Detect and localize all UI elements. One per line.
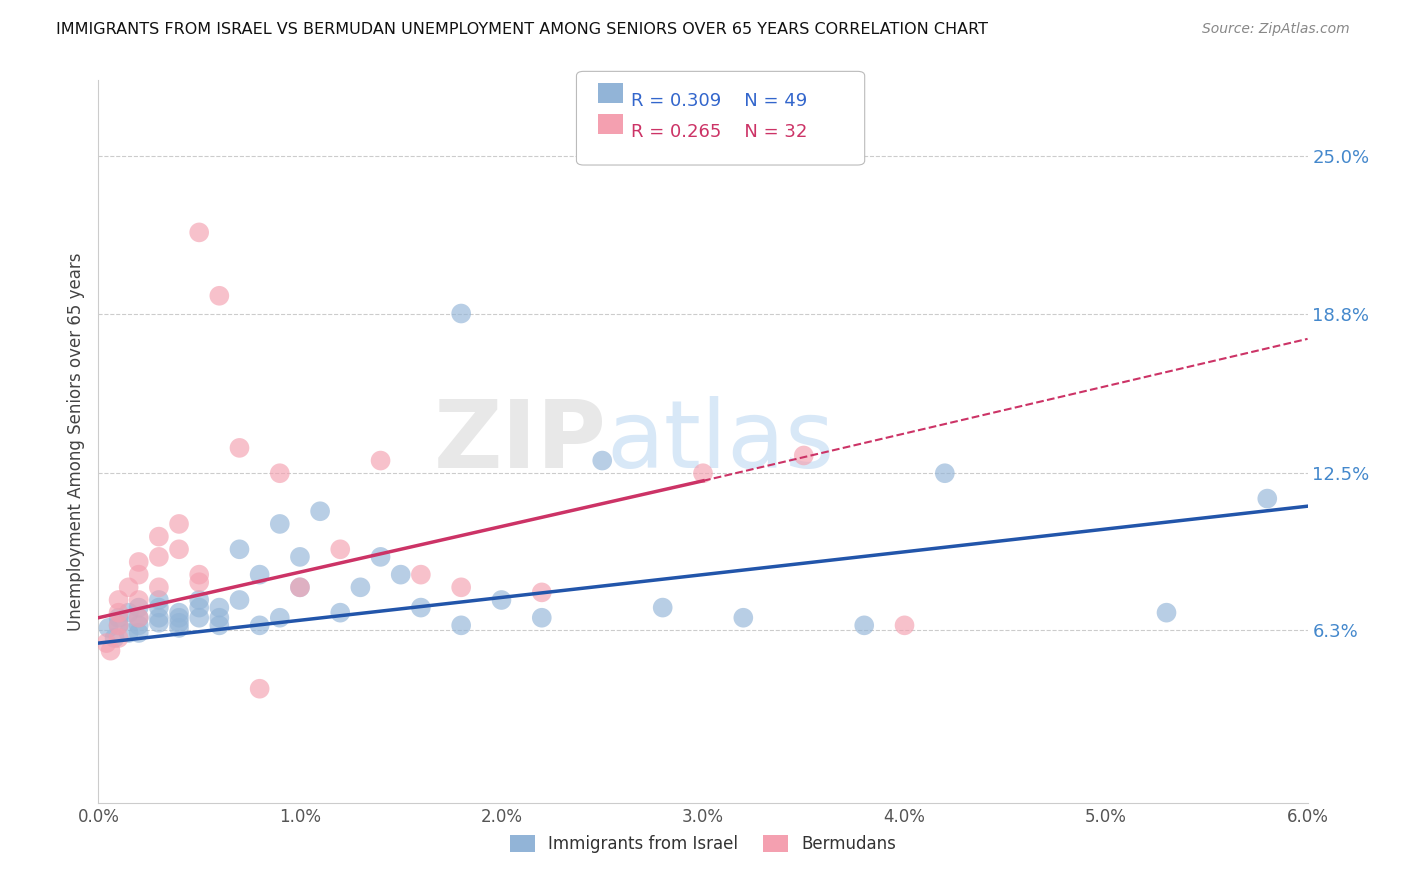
Y-axis label: Unemployment Among Seniors over 65 years: Unemployment Among Seniors over 65 years xyxy=(66,252,84,631)
Point xyxy=(107,611,129,625)
Point xyxy=(733,611,755,625)
Point xyxy=(288,580,311,594)
Point xyxy=(128,611,150,625)
Point xyxy=(269,611,291,625)
Point xyxy=(148,593,170,607)
Point xyxy=(208,618,231,632)
Point xyxy=(118,606,141,620)
Point xyxy=(249,567,271,582)
Point xyxy=(128,611,150,625)
Point xyxy=(249,618,271,632)
Point xyxy=(118,626,141,640)
Text: R = 0.265    N = 32: R = 0.265 N = 32 xyxy=(631,123,807,141)
Point xyxy=(591,453,613,467)
Point xyxy=(107,631,129,645)
Point xyxy=(148,611,170,625)
Text: atlas: atlas xyxy=(606,395,835,488)
Point xyxy=(148,580,170,594)
Point xyxy=(107,618,129,632)
Point xyxy=(491,593,513,607)
Point xyxy=(349,580,371,594)
Point xyxy=(1256,491,1278,506)
Text: R = 0.309    N = 49: R = 0.309 N = 49 xyxy=(631,92,807,110)
Point xyxy=(370,549,392,564)
Point xyxy=(208,600,231,615)
Point xyxy=(530,585,553,599)
Point xyxy=(97,621,120,635)
Point xyxy=(450,580,472,594)
Point xyxy=(329,606,352,620)
Point xyxy=(893,618,915,632)
Point xyxy=(409,600,432,615)
Point xyxy=(329,542,352,557)
Point xyxy=(167,621,190,635)
Point xyxy=(96,636,118,650)
Point xyxy=(934,467,956,481)
Point xyxy=(188,226,211,240)
Point xyxy=(128,626,150,640)
Point xyxy=(188,567,211,582)
Point xyxy=(128,593,150,607)
Point xyxy=(167,606,190,620)
Point xyxy=(1156,606,1178,620)
Point xyxy=(118,580,141,594)
Point xyxy=(249,681,271,696)
Point xyxy=(128,567,150,582)
Point xyxy=(128,555,150,569)
Text: Source: ZipAtlas.com: Source: ZipAtlas.com xyxy=(1202,22,1350,37)
Text: ZIP: ZIP xyxy=(433,395,606,488)
Point xyxy=(188,575,211,590)
Point xyxy=(793,449,815,463)
Point xyxy=(288,580,311,594)
Point xyxy=(148,549,170,564)
Point xyxy=(450,618,472,632)
Text: IMMIGRANTS FROM ISRAEL VS BERMUDAN UNEMPLOYMENT AMONG SENIORS OVER 65 YEARS CORR: IMMIGRANTS FROM ISRAEL VS BERMUDAN UNEMP… xyxy=(56,22,988,37)
Point xyxy=(228,542,250,557)
Point xyxy=(450,306,472,320)
Point xyxy=(309,504,332,518)
Point xyxy=(530,611,553,625)
Point xyxy=(651,600,673,615)
Point xyxy=(370,453,392,467)
Point xyxy=(288,549,311,564)
Point xyxy=(167,611,190,625)
Point xyxy=(107,606,129,620)
Point xyxy=(228,593,250,607)
Point xyxy=(128,618,150,632)
Point xyxy=(269,516,291,531)
Point xyxy=(188,600,211,615)
Point xyxy=(188,611,211,625)
Point xyxy=(167,516,190,531)
Point xyxy=(188,593,211,607)
Point xyxy=(148,530,170,544)
Point xyxy=(107,593,129,607)
Point xyxy=(692,467,714,481)
Point xyxy=(100,643,122,657)
Point xyxy=(269,467,291,481)
Point xyxy=(167,542,190,557)
Point xyxy=(409,567,432,582)
Point xyxy=(148,600,170,615)
Legend: Immigrants from Israel, Bermudans: Immigrants from Israel, Bermudans xyxy=(503,828,903,860)
Point xyxy=(103,631,125,645)
Point xyxy=(128,600,150,615)
Point xyxy=(208,289,231,303)
Point xyxy=(208,611,231,625)
Point xyxy=(228,441,250,455)
Point xyxy=(853,618,876,632)
Point xyxy=(389,567,412,582)
Point xyxy=(148,615,170,630)
Point xyxy=(167,615,190,630)
Point xyxy=(107,618,129,632)
